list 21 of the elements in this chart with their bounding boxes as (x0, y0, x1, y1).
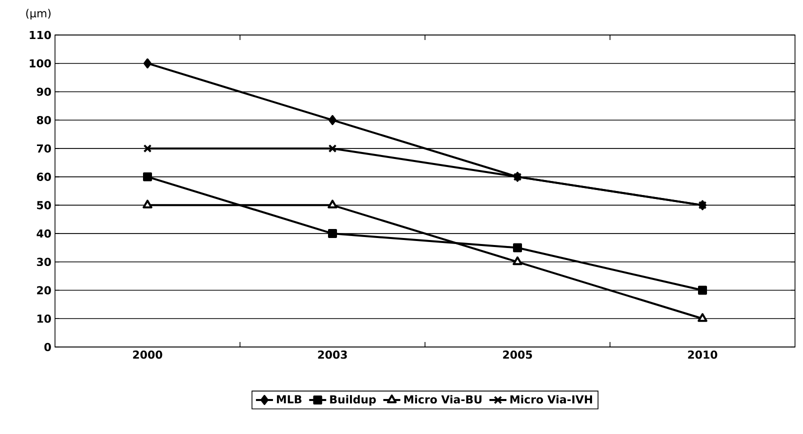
y-tick-label: 90 (36, 88, 51, 96)
y-tick-label: 50 (37, 201, 51, 210)
legend-label: Micro Via-BU (404, 395, 482, 404)
y-tick-label: 100 (30, 59, 51, 68)
legend-label: MLB (276, 395, 302, 404)
y-tick-label: 60 (36, 172, 51, 181)
y-tick-label: 30 (36, 258, 51, 266)
x-tick-label: 2005 (503, 350, 532, 359)
x-tick-label: 2003 (318, 350, 347, 359)
y-tick-label: 80 (36, 116, 51, 124)
y-tick-label: 40 (36, 229, 51, 238)
x-tick-label: 2010 (688, 350, 718, 359)
legend-label: Micro Via-IVH (510, 395, 592, 404)
y-tick-label: 20 (37, 286, 51, 294)
legend-label: Buildup (330, 395, 376, 406)
x-tick-label: 2000 (133, 350, 162, 359)
y-tick-label: 110 (30, 30, 51, 40)
y-tick-label: 10 (37, 314, 51, 323)
y-tick-label: 0 (44, 342, 51, 352)
y-axis-title: (μm) (26, 8, 51, 20)
y-tick-label: 70 (36, 144, 51, 153)
